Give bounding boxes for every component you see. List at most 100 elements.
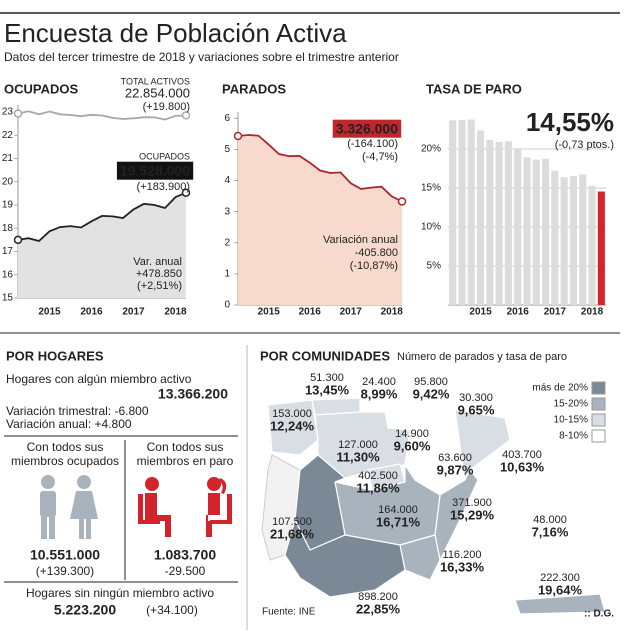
region (284, 518, 406, 598)
annotation: (-164.100) (347, 138, 398, 150)
y-tick-label: 17 (2, 246, 14, 257)
source: Fuente: INE (262, 607, 316, 618)
series-label: TOTAL ACTIVOS (121, 76, 190, 86)
end-marker (181, 188, 191, 197)
region-parados: 95.800 (414, 376, 448, 388)
value: 5.223.200 (54, 602, 116, 618)
label: Con todos sus (27, 440, 104, 454)
region-tasa: 16,71% (376, 514, 421, 529)
x-tick-label: 2015 (258, 307, 281, 318)
legend-label: 10-15% (554, 415, 589, 426)
region-tasa: 22,85% (356, 601, 401, 616)
legend-swatch (591, 413, 606, 427)
end-marker (233, 131, 243, 141)
region-tasa: 9,65% (458, 402, 495, 417)
y-tick-label: 3 (224, 206, 230, 217)
region-parados: 164.000 (378, 504, 418, 516)
bar (551, 170, 559, 305)
y-tick-label: 18 (2, 223, 14, 234)
region-parados: 222.300 (540, 572, 580, 584)
y-tick-label: 5% (427, 261, 442, 272)
end-marker (13, 235, 23, 245)
region-tasa: 15,29% (450, 507, 495, 522)
region-tasa: 11,30% (336, 449, 380, 464)
y-tick-label: 5 (224, 144, 230, 155)
x-tick-label: 2017 (122, 307, 145, 318)
change: -29.500 (165, 564, 206, 578)
section-title: POR COMUNIDADES (260, 348, 390, 363)
y-tick-label: 4 (224, 175, 230, 186)
y-tick-label: 20 (2, 176, 14, 187)
region-parados: 51.300 (310, 372, 344, 384)
bar (597, 191, 605, 305)
region-parados: 48.000 (533, 514, 567, 526)
label: Variación anual: +4.800 (6, 417, 132, 431)
bar (449, 120, 457, 306)
line (237, 134, 403, 203)
annotation: Var. anual (133, 256, 182, 268)
label: Hogares con algún miembro activo (6, 372, 192, 386)
bar (523, 157, 531, 305)
y-tick-label: 20% (421, 144, 441, 155)
legend-swatch (591, 429, 606, 443)
y-tick-label: 22 (2, 130, 14, 141)
x-tick-label: 2017 (340, 307, 363, 318)
label: Variación trimestral: -6.800 (6, 404, 149, 418)
x-tick-label: 2015 (38, 307, 61, 318)
region-tasa: 16,33% (440, 559, 485, 574)
y-tick-label: 23 (2, 107, 14, 118)
chart-title: TASA DE PARO (426, 81, 522, 96)
region (523, 494, 577, 521)
region-tasa: 8,99% (361, 386, 398, 401)
region-tasa: 9,42% (413, 386, 450, 401)
region-tasa: 7,16% (532, 524, 569, 539)
icon-seated (138, 477, 232, 537)
series-label: OCUPADOS (139, 151, 190, 161)
label: Hogares sin ningún miembro activo (26, 586, 214, 600)
region-parados: 24.400 (362, 376, 396, 388)
icon-people (40, 475, 98, 539)
bar (458, 120, 466, 305)
value: 1.083.700 (154, 547, 216, 563)
bar (532, 159, 540, 305)
region-parados: 107.500 (272, 516, 312, 528)
end-marker (13, 109, 23, 118)
region-tasa: 10,63% (500, 459, 545, 474)
region-tasa: 9,60% (394, 438, 431, 453)
annotation: 22.854.000 (125, 85, 190, 100)
bar (588, 185, 596, 305)
x-tick-label: 2016 (299, 307, 322, 318)
annotation: +478.850 (136, 268, 182, 280)
region-parados: 30.300 (459, 392, 493, 404)
y-tick-label: 1 (224, 269, 230, 280)
section-subtitle: Número de parados y tasa de paro (397, 351, 567, 363)
line (17, 110, 187, 121)
label: Con todos sus (147, 440, 224, 454)
annotation: 3.326.000 (336, 121, 398, 137)
annotation: (+19.800) (143, 101, 190, 113)
chart-title: OCUPADOS (4, 81, 78, 96)
x-tick-label: 2017 (544, 307, 567, 318)
annotation: -405.800 (355, 247, 398, 259)
region-parados: 14.900 (395, 428, 429, 440)
y-tick-label: 6 (224, 113, 230, 124)
bar (579, 174, 587, 305)
annotation: 19.528.000 (120, 163, 190, 179)
region-parados: 153.000 (272, 408, 312, 420)
area (18, 192, 186, 298)
page-title: Encuesta de Población Activa (4, 18, 347, 48)
x-tick-label: 2016 (507, 307, 530, 318)
region-parados: 127.000 (338, 439, 378, 451)
bar (486, 139, 494, 305)
region-parados: 371.900 (452, 497, 492, 509)
region-tasa: 13,45% (305, 382, 350, 397)
bar (476, 130, 485, 305)
bar (514, 149, 522, 305)
y-tick-label: 19 (2, 200, 14, 211)
x-tick-label: 2016 (80, 307, 103, 318)
annotation: (-4,7%) (362, 151, 398, 163)
value: 13.366.200 (158, 386, 228, 402)
section-title: POR HOGARES (6, 348, 104, 363)
label-box (116, 161, 194, 180)
